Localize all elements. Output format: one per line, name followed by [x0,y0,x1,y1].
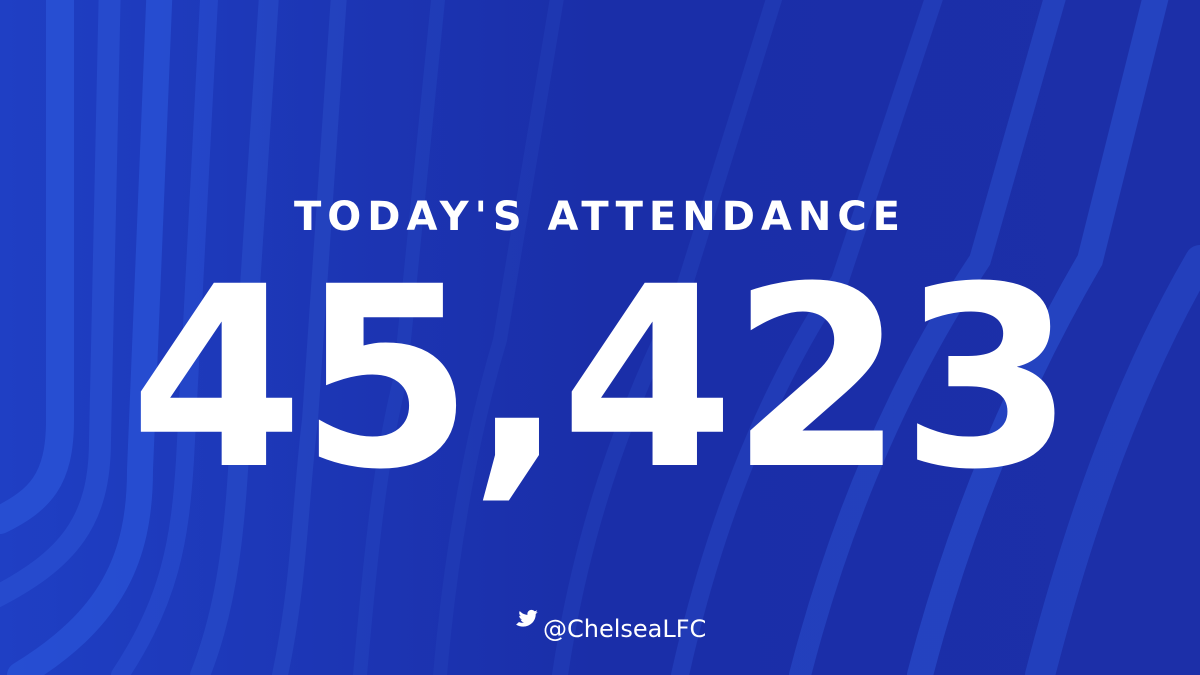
title: TODAY'S ATTENDANCE [294,194,906,240]
attendance-number: 45,423 [130,233,1071,524]
twitter-handle[interactable]: @ChelseaLFC [543,615,706,643]
twitter-icon [516,609,538,627]
